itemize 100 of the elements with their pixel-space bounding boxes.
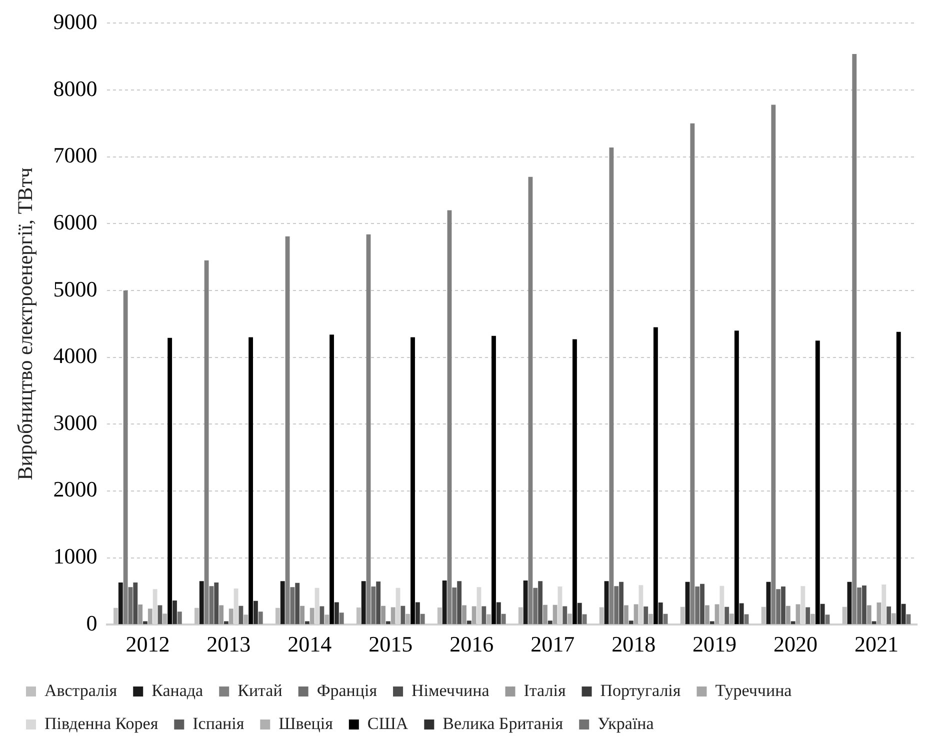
- bar: [609, 147, 614, 624]
- bar: [624, 605, 628, 624]
- bar: [254, 600, 258, 624]
- y-tick-label: 3000: [53, 410, 98, 435]
- bar: [518, 607, 523, 624]
- bar: [644, 606, 648, 624]
- x-tick-label: 2015: [368, 632, 413, 657]
- bar: [334, 602, 339, 624]
- bar: [123, 290, 128, 624]
- bar: [290, 587, 295, 624]
- bar: [872, 621, 876, 624]
- bar: [552, 604, 558, 624]
- bar: [730, 614, 734, 624]
- bar: [695, 586, 700, 624]
- bar: [562, 606, 568, 624]
- legend-label: Німеччина: [412, 680, 490, 700]
- bar: [280, 581, 285, 624]
- bar: [901, 604, 906, 624]
- bar: [876, 602, 882, 624]
- bar: [400, 606, 406, 624]
- bar: [714, 604, 720, 624]
- bar: [776, 589, 781, 624]
- bar: [447, 210, 452, 624]
- bar: [420, 614, 425, 624]
- bar: [796, 604, 800, 624]
- bar: [724, 606, 730, 624]
- bar: [442, 580, 447, 624]
- legend-label: Італія: [524, 680, 566, 700]
- legend-label: Португалія: [600, 680, 681, 700]
- bar: [410, 337, 415, 624]
- legend-label: Китай: [238, 680, 282, 700]
- bar: [381, 606, 386, 624]
- bar: [472, 606, 476, 624]
- bar: [275, 608, 280, 624]
- bar: [548, 620, 552, 624]
- bar: [810, 614, 815, 624]
- y-tick-label: 5000: [53, 276, 98, 302]
- bar: [376, 582, 381, 624]
- bar: [896, 332, 901, 624]
- y-tick-label: 1000: [53, 544, 98, 569]
- bar: [466, 620, 472, 624]
- bar: [158, 605, 162, 624]
- legend-label: Південна Корея: [44, 714, 158, 733]
- bar: [523, 580, 528, 624]
- y-tick-label: 2000: [53, 476, 98, 502]
- bar: [330, 334, 334, 624]
- y-tick-label: 0: [86, 610, 98, 636]
- bar: [496, 602, 501, 624]
- bar: [690, 123, 695, 624]
- bar: [761, 606, 766, 624]
- legend-label: Канада: [152, 680, 204, 700]
- bar: [138, 604, 143, 624]
- bar: [390, 607, 396, 624]
- bar: [295, 582, 300, 624]
- bar: [790, 621, 796, 624]
- x-tick-label: 2019: [692, 632, 737, 657]
- bar: [704, 605, 710, 624]
- bar: [806, 607, 810, 624]
- bar: [219, 605, 224, 624]
- bar: [199, 581, 204, 624]
- legend-label: Україна: [598, 714, 654, 733]
- bar: [457, 581, 462, 624]
- bar: [628, 620, 634, 624]
- bar: [168, 338, 172, 624]
- bar: [501, 614, 506, 624]
- bar: [339, 612, 344, 624]
- bar: [739, 603, 744, 624]
- bar: [214, 582, 219, 624]
- y-tick-label: 7000: [53, 142, 98, 168]
- bar: [533, 588, 538, 624]
- bar: [700, 584, 704, 624]
- bar: [857, 588, 862, 624]
- bar: [866, 605, 872, 624]
- bar: [224, 621, 228, 624]
- bar: [304, 621, 310, 624]
- bar: [658, 602, 663, 624]
- bar: [148, 608, 152, 624]
- x-tick-label: 2016: [450, 632, 494, 657]
- legend-label: Франція: [316, 680, 378, 700]
- bar: [300, 606, 304, 624]
- bar: [320, 606, 324, 624]
- bar: [786, 606, 790, 624]
- legend-label: Туреччина: [715, 680, 792, 700]
- bar: [486, 614, 492, 624]
- bar: [892, 613, 896, 624]
- bar: [482, 606, 486, 624]
- bar: [572, 339, 577, 624]
- bar: [648, 614, 653, 624]
- bar: [842, 606, 847, 624]
- bar: [614, 586, 619, 624]
- bar: [492, 336, 496, 624]
- bar: [452, 588, 457, 624]
- bar: [528, 176, 533, 624]
- bar: [162, 614, 168, 624]
- bar: [744, 614, 749, 624]
- legend-label: Швеція: [278, 714, 334, 733]
- x-tick-label: 2014: [288, 632, 332, 657]
- bar: [366, 234, 371, 624]
- bar: [852, 54, 857, 624]
- bar: [118, 582, 123, 624]
